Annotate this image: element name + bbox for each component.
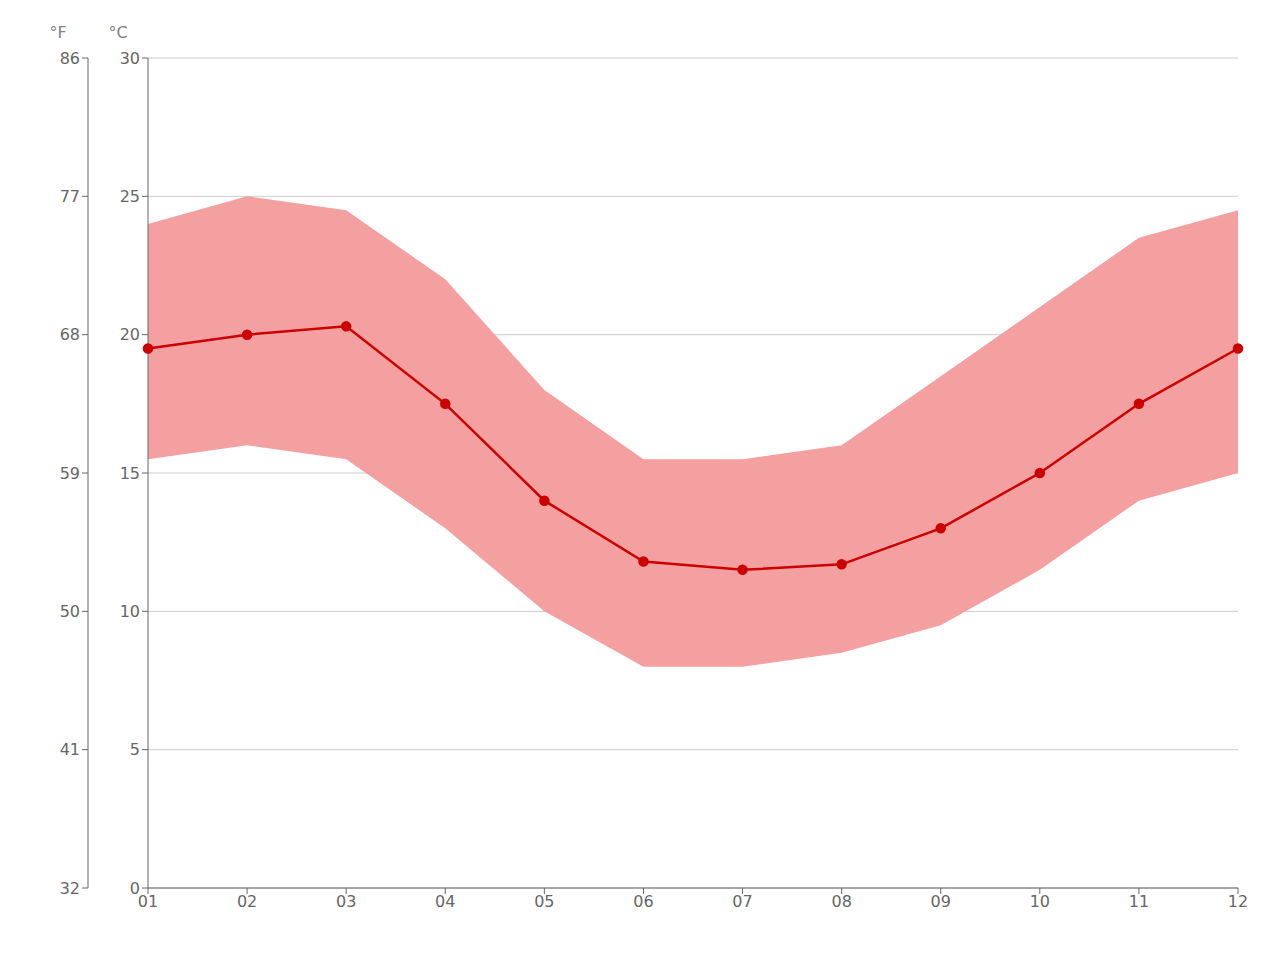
svg-text:50: 50 — [60, 602, 80, 621]
svg-text:03: 03 — [336, 892, 356, 911]
svg-text:32: 32 — [60, 879, 80, 898]
svg-text:10: 10 — [120, 602, 140, 621]
svg-text:0: 0 — [130, 879, 140, 898]
svg-text:04: 04 — [435, 892, 455, 911]
svg-text:15: 15 — [120, 464, 140, 483]
svg-text:01: 01 — [138, 892, 158, 911]
svg-text:20: 20 — [120, 325, 140, 344]
svg-text:°F: °F — [49, 23, 66, 42]
svg-text:11: 11 — [1129, 892, 1149, 911]
svg-text:02: 02 — [237, 892, 257, 911]
svg-text:05: 05 — [534, 892, 554, 911]
svg-text:°C: °C — [108, 23, 127, 42]
svg-text:86: 86 — [60, 49, 80, 68]
svg-text:08: 08 — [831, 892, 851, 911]
svg-text:30: 30 — [120, 49, 140, 68]
svg-text:06: 06 — [633, 892, 653, 911]
svg-text:5: 5 — [130, 740, 140, 759]
svg-text:10: 10 — [1030, 892, 1050, 911]
svg-text:09: 09 — [931, 892, 951, 911]
svg-text:77: 77 — [60, 187, 80, 206]
svg-text:41: 41 — [60, 740, 80, 759]
svg-text:68: 68 — [60, 325, 80, 344]
svg-text:25: 25 — [120, 187, 140, 206]
svg-text:12: 12 — [1228, 892, 1248, 911]
svg-text:59: 59 — [60, 464, 80, 483]
svg-text:07: 07 — [732, 892, 752, 911]
